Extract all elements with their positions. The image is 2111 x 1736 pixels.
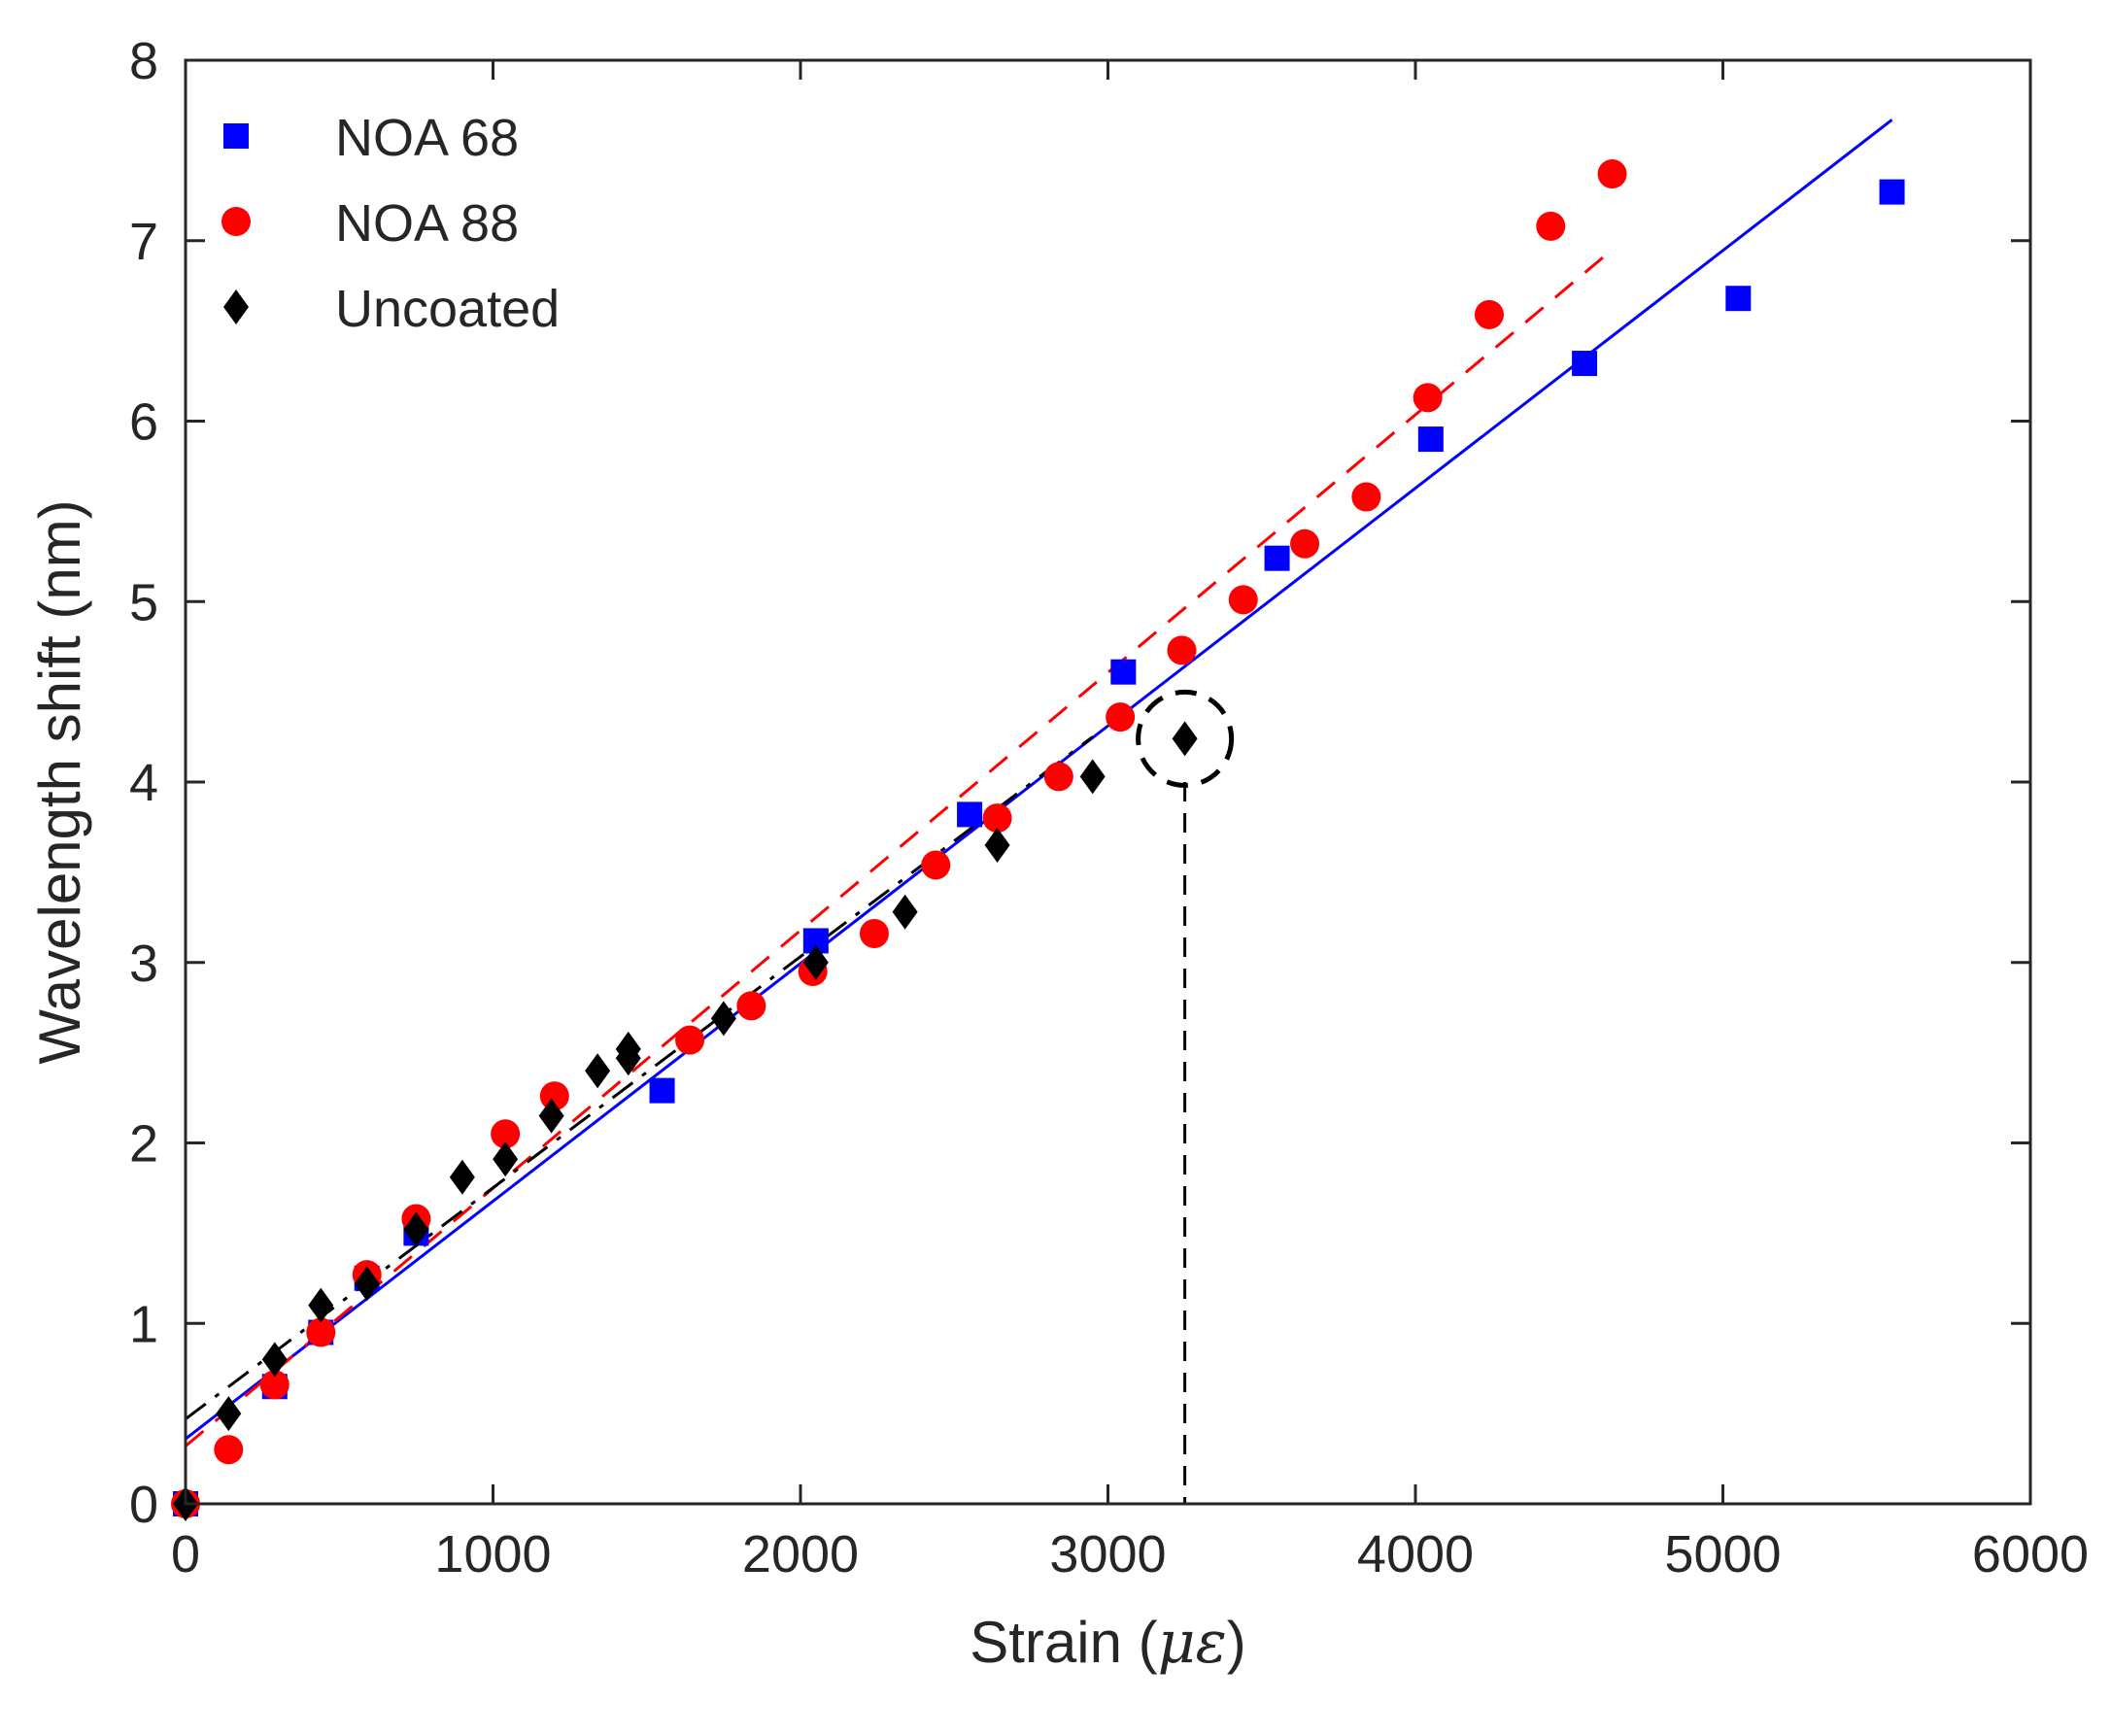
data-point-noa-88 — [1106, 702, 1136, 732]
data-point-noa-68 — [1879, 179, 1905, 205]
data-point-noa-68 — [1572, 351, 1598, 377]
x-axis-title-unit: με — [1158, 1609, 1227, 1677]
data-point-noa-88 — [1043, 762, 1073, 792]
data-point-noa-88 — [491, 1119, 521, 1149]
legend: NOA 68 NOA 88 Uncoated — [221, 109, 560, 338]
y-tick-label: 5 — [129, 573, 158, 631]
data-point-noa-88 — [306, 1317, 336, 1347]
data-point-noa-88 — [259, 1370, 289, 1400]
data-point-noa-88 — [921, 850, 951, 880]
data-point-noa-88 — [1228, 585, 1258, 615]
x-tick-label: 4000 — [1357, 1525, 1474, 1583]
y-tick-label: 2 — [129, 1115, 158, 1174]
annotations — [1136, 689, 1235, 1504]
data-point-noa-88 — [1536, 211, 1566, 241]
data-point-uncoated — [1172, 721, 1198, 757]
y-tick-label: 4 — [129, 754, 158, 812]
data-point-noa-88 — [675, 1025, 705, 1055]
data-point-uncoated — [261, 1342, 288, 1378]
data-point-noa-88 — [1167, 635, 1197, 665]
x-tick-label: 5000 — [1664, 1525, 1781, 1583]
legend-entry-uncoated: Uncoated — [223, 280, 560, 338]
y-axis-title: Wavelength shift (nm) — [27, 499, 92, 1064]
data-point-uncoated — [538, 1098, 564, 1134]
legend-entry-noa-68: NOA 68 — [223, 109, 519, 167]
data-point-uncoated — [1079, 759, 1106, 795]
data-point-uncoated — [216, 1396, 242, 1432]
data-point-noa-88 — [214, 1435, 244, 1465]
x-tick-label: 2000 — [742, 1525, 859, 1583]
data-point-noa-68 — [1264, 545, 1290, 571]
data-point-noa-88 — [539, 1081, 569, 1111]
y-tick-label: 3 — [129, 935, 158, 993]
data-point-noa-88 — [982, 803, 1012, 834]
x-axis: 0 1000 2000 3000 4000 5000 6000 — [171, 60, 2089, 1583]
data-point-uncoated — [403, 1211, 429, 1247]
data-point-noa-68 — [957, 801, 983, 828]
data-point-noa-88 — [1290, 528, 1320, 559]
legend-entry-noa-88: NOA 88 — [221, 194, 519, 253]
data-point-uncoated — [493, 1141, 519, 1177]
data-points — [171, 159, 1905, 1521]
x-tick-label: 0 — [171, 1525, 200, 1583]
x-axis-title-suffix: ) — [1227, 1610, 1246, 1675]
y-tick-label: 7 — [129, 213, 158, 271]
data-point-noa-88 — [1413, 383, 1443, 413]
data-point-uncoated — [449, 1159, 475, 1195]
x-tick-label: 1000 — [434, 1525, 551, 1583]
legend-label-noa-88: NOA 88 — [335, 194, 519, 253]
y-axis: 0 1 2 3 4 5 6 7 8 — [129, 32, 2030, 1534]
data-point-noa-68 — [1725, 286, 1752, 312]
data-point-uncoated — [710, 1001, 736, 1037]
data-point-noa-88 — [1597, 159, 1627, 189]
data-point-uncoated — [615, 1031, 641, 1067]
fit-lines — [185, 119, 1893, 1447]
data-point-uncoated — [354, 1266, 380, 1302]
x-tick-label: 6000 — [1972, 1525, 2089, 1583]
data-point-noa-88 — [1474, 299, 1504, 329]
data-point-noa-68 — [649, 1077, 675, 1104]
legend-marker-uncoated — [223, 289, 249, 324]
y-tick-label: 1 — [129, 1295, 158, 1353]
x-tick-label: 3000 — [1049, 1525, 1166, 1583]
data-point-noa-88 — [736, 991, 766, 1021]
legend-marker-noa-68 — [223, 123, 249, 149]
legend-label-noa-68: NOA 68 — [335, 109, 519, 167]
legend-marker-noa-88 — [221, 207, 251, 236]
data-point-noa-68 — [1417, 426, 1444, 453]
fit-line-uncoated — [185, 735, 1094, 1420]
data-point-noa-68 — [1110, 659, 1137, 685]
y-tick-label: 0 — [129, 1476, 158, 1534]
data-point-uncoated — [892, 894, 918, 930]
y-tick-label: 6 — [129, 393, 158, 452]
x-axis-title: Strain (με) — [970, 1609, 1246, 1677]
x-axis-title-prefix: Strain ( — [970, 1610, 1157, 1675]
y-tick-label: 8 — [129, 32, 158, 90]
fit-line-noa-68 — [185, 119, 1893, 1441]
data-point-noa-88 — [859, 919, 889, 949]
data-point-uncoated — [984, 828, 1010, 864]
data-point-uncoated — [585, 1053, 611, 1089]
legend-label-uncoated: Uncoated — [335, 280, 560, 338]
data-point-uncoated — [802, 944, 829, 980]
data-point-uncoated — [308, 1287, 334, 1323]
data-point-noa-88 — [1351, 482, 1381, 512]
